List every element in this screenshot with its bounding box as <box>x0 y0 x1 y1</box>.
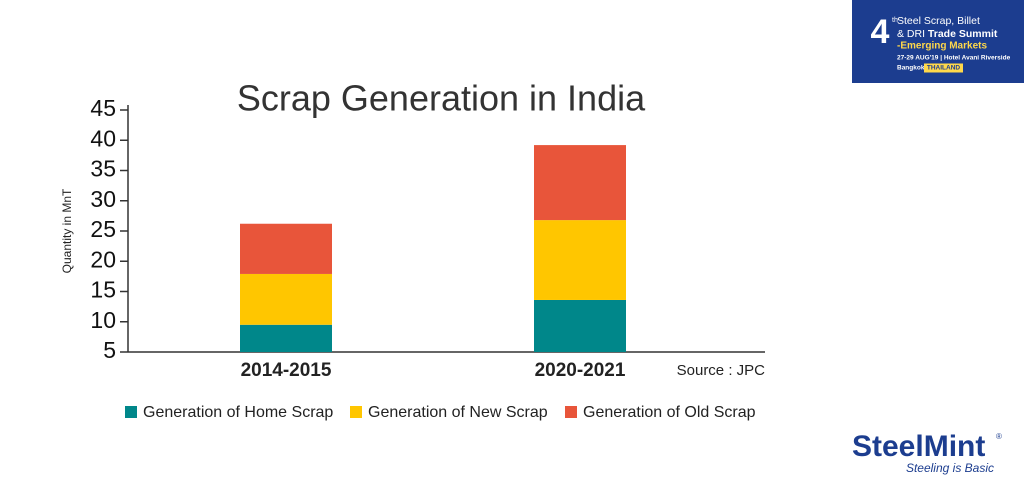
bar-segment <box>240 223 332 274</box>
y-tick-label: 5 <box>103 337 116 363</box>
banner-city: Bangkok <box>897 65 925 72</box>
banner-country: THAILAND <box>927 65 961 72</box>
bar-segment <box>240 324 332 352</box>
chart-title: Scrap Generation in India <box>237 78 646 119</box>
x-tick-label: 2020-2021 <box>535 360 626 381</box>
banner-suffix: th <box>892 17 898 24</box>
logo: SteelMint <box>852 430 985 463</box>
banner-line: -Emerging Markets <box>897 41 987 52</box>
legend-label: Generation of New Scrap <box>368 404 548 421</box>
logo-mark: ® <box>996 432 1002 441</box>
y-tick-label: 25 <box>90 216 116 242</box>
legend-label: Generation of Home Scrap <box>143 404 333 421</box>
banner-country-bg <box>924 63 963 73</box>
y-tick-label: 15 <box>90 277 116 303</box>
bar-segment <box>534 220 626 300</box>
legend-label: Generation of Old Scrap <box>583 404 756 421</box>
y-tick-label: 30 <box>90 186 116 212</box>
y-tick-label: 35 <box>90 156 116 182</box>
y-tick-label: 45 <box>90 95 116 121</box>
banner-line: Steel Scrap, Billet <box>897 15 980 27</box>
banner-line: Trade Summit <box>928 28 998 40</box>
x-tick-label: 2014-2015 <box>241 360 332 381</box>
bar-segment <box>534 299 626 352</box>
banner-line: & DRI Trade Summit <box>897 28 998 40</box>
bar-segment <box>240 273 332 325</box>
legend-swatch <box>125 406 137 418</box>
y-tick-label: 40 <box>90 125 116 151</box>
source: Source : JPC <box>677 362 766 379</box>
banner-line: & DRI <box>897 28 928 40</box>
banner-line: 27-29 AUG'19 | Hotel Avani Riverside <box>897 55 1011 62</box>
y-axis-label: Quantity in MnT <box>60 188 74 273</box>
y-tick-label: 20 <box>90 246 116 272</box>
legend-swatch <box>350 406 362 418</box>
bar-segment <box>534 145 626 221</box>
banner-number: 4 <box>871 13 890 51</box>
legend-swatch <box>565 406 577 418</box>
logo-tagline: Steeling is Basic <box>906 461 994 475</box>
y-tick-label: 10 <box>90 307 116 333</box>
